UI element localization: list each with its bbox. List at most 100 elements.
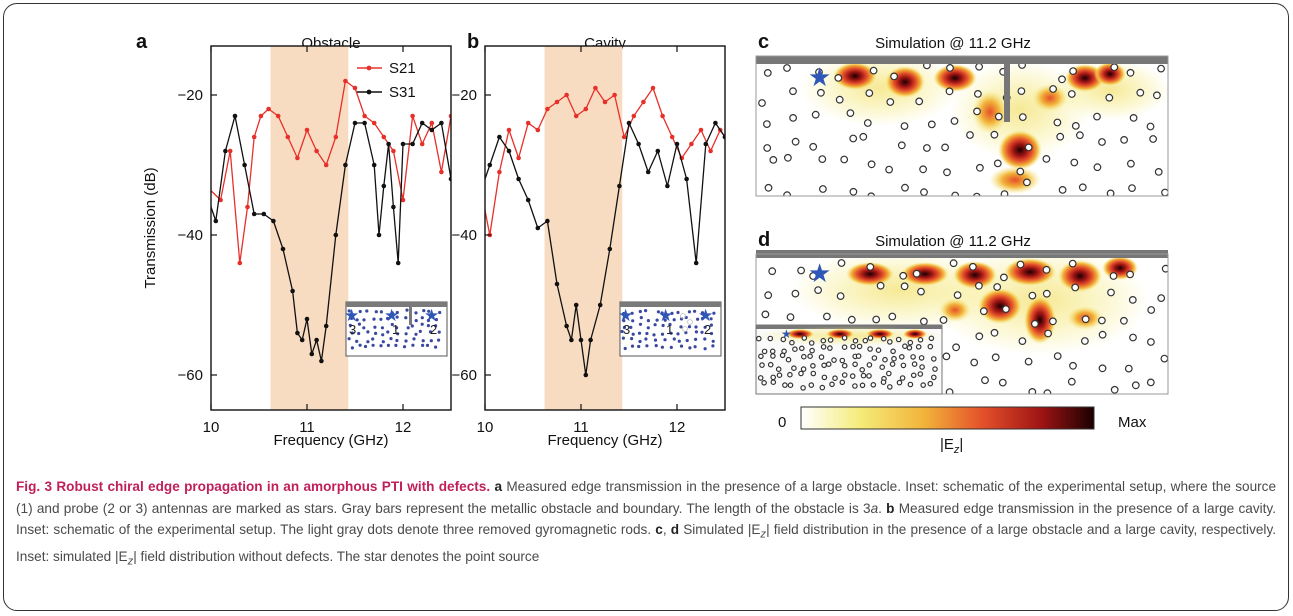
gyromagnetic-rod — [761, 348, 768, 355]
data-point-s31-b — [578, 337, 584, 343]
inset-rod-dot — [434, 345, 438, 349]
plot-frame-a — [210, 45, 452, 411]
panel-c-title: Simulation @ 11.2 GHz — [875, 35, 1031, 52]
data-point-s31-a — [352, 120, 358, 126]
inset-rod-dot — [437, 330, 441, 334]
inset-rod-dot — [421, 343, 425, 347]
data-point-s21-a — [419, 141, 425, 147]
gyromagnetic-rod — [920, 382, 927, 388]
gyromagnetic-rod — [818, 354, 825, 360]
inset-rod-dot — [621, 336, 626, 340]
gyromagnetic-rod — [840, 155, 849, 164]
inset-rod-dot — [373, 325, 377, 329]
data-point-s31-b — [713, 120, 718, 126]
data-point-s21-b — [650, 85, 656, 91]
y-tick-label-a: −40 — [178, 227, 203, 244]
inset-rod-dot — [380, 326, 384, 330]
gyromagnetic-rod — [1042, 265, 1051, 274]
data-point-s31-a — [271, 218, 276, 224]
gyromagnetic-rod — [1160, 354, 1168, 363]
gyromagnetic-rod — [758, 99, 766, 107]
gyromagnetic-rod — [900, 122, 909, 130]
x-tick-label-b: 11 — [573, 419, 589, 436]
gyromagnetic-rod — [952, 343, 960, 352]
inset-rod-dot — [420, 322, 424, 326]
gyromagnetic-rod — [819, 185, 827, 193]
gyromagnetic-rod — [837, 259, 846, 267]
inset-rod-dot — [406, 326, 410, 330]
gyromagnetic-rod — [885, 370, 892, 377]
inset-a-star-icon: ★ — [384, 306, 399, 326]
gyromagnetic-rod — [787, 371, 793, 378]
inset-rod-dot — [349, 316, 354, 320]
gyromagnetic-rod — [785, 356, 792, 363]
data-point-s31-a — [251, 211, 257, 217]
gyromagnetic-rod — [770, 374, 777, 381]
inset-rod-dot — [711, 344, 715, 348]
gyromagnetic-rod — [1093, 112, 1101, 121]
removed-rod — [682, 326, 688, 332]
inset-rod-dot — [350, 331, 354, 335]
data-point-s31-a — [343, 162, 348, 168]
gyromagnetic-rod — [800, 366, 807, 372]
gyromagnetic-rod — [769, 348, 776, 355]
gyromagnetic-rod — [917, 287, 925, 296]
x-tick-label-a: 12 — [395, 419, 412, 436]
gyromagnetic-rod — [901, 183, 909, 192]
data-point-s31-b — [506, 148, 512, 154]
gyromagnetic-rod — [1017, 87, 1026, 95]
gyromagnetic-rod — [786, 313, 795, 322]
gyromagnetic-rod — [1078, 183, 1087, 192]
gyromagnetic-rod — [1126, 270, 1134, 279]
gyromagnetic-rod — [993, 159, 1002, 168]
gyromagnetic-rod — [1098, 330, 1107, 339]
gyromagnetic-rod — [902, 343, 908, 350]
inset-rod-dot — [654, 344, 658, 348]
gyromagnetic-rod — [784, 153, 792, 162]
inset-rod-dot — [428, 330, 433, 334]
inset-rod-dot — [357, 322, 361, 326]
gyromagnetic-rod — [867, 160, 876, 169]
gyromagnetic-rod — [798, 345, 805, 352]
caption-sub-z: z — [760, 528, 767, 541]
data-point-s21-a — [362, 113, 367, 119]
data-point-s31-b — [525, 197, 531, 203]
inset-a-label-1: 1 — [392, 322, 399, 337]
gyromagnetic-rod — [852, 361, 858, 368]
gyromagnetic-rod — [1146, 378, 1155, 387]
gyromagnetic-rod — [820, 344, 827, 350]
inset-rod-dot — [379, 317, 383, 321]
inset-rod-dot — [688, 346, 692, 350]
gyromagnetic-rod — [808, 340, 815, 346]
field-hotspot — [833, 62, 877, 90]
data-point-s31-b — [674, 141, 680, 147]
gyromagnetic-rod — [792, 346, 798, 353]
data-point-s31-b — [626, 120, 632, 126]
field-hotspot — [972, 90, 1008, 134]
gyromagnetic-rod — [880, 379, 887, 386]
field-hotspot — [885, 66, 925, 98]
inset-rod-dot — [404, 316, 408, 320]
gyromagnetic-rod — [846, 109, 855, 117]
gyromagnetic-rod — [866, 263, 875, 271]
inset-rod-dot — [355, 318, 359, 322]
gyromagnetic-rod — [899, 271, 908, 280]
field-map-c: ★ — [755, 55, 1169, 197]
data-point-s21-b — [573, 113, 579, 119]
inset-rod-dot — [414, 332, 418, 336]
gyromagnetic-rod — [809, 272, 817, 280]
gyromagnetic-rod — [1110, 385, 1119, 394]
data-point-s31-a — [290, 288, 295, 294]
inset-rod-dot — [712, 311, 716, 315]
gyromagnetic-rod — [849, 373, 856, 379]
inset-rod-dot — [396, 332, 400, 336]
gyromagnetic-rod — [919, 165, 927, 174]
data-point-s31-a — [381, 183, 387, 189]
gyromagnetic-rod — [1071, 121, 1080, 130]
data-point-s31-b — [703, 141, 709, 147]
data-point-s21-b — [564, 92, 569, 98]
gyromagnetic-rod — [811, 110, 820, 119]
inset-rod-dot — [623, 346, 627, 351]
data-point-s31-a — [386, 141, 391, 147]
gyromagnetic-rod — [839, 357, 846, 364]
